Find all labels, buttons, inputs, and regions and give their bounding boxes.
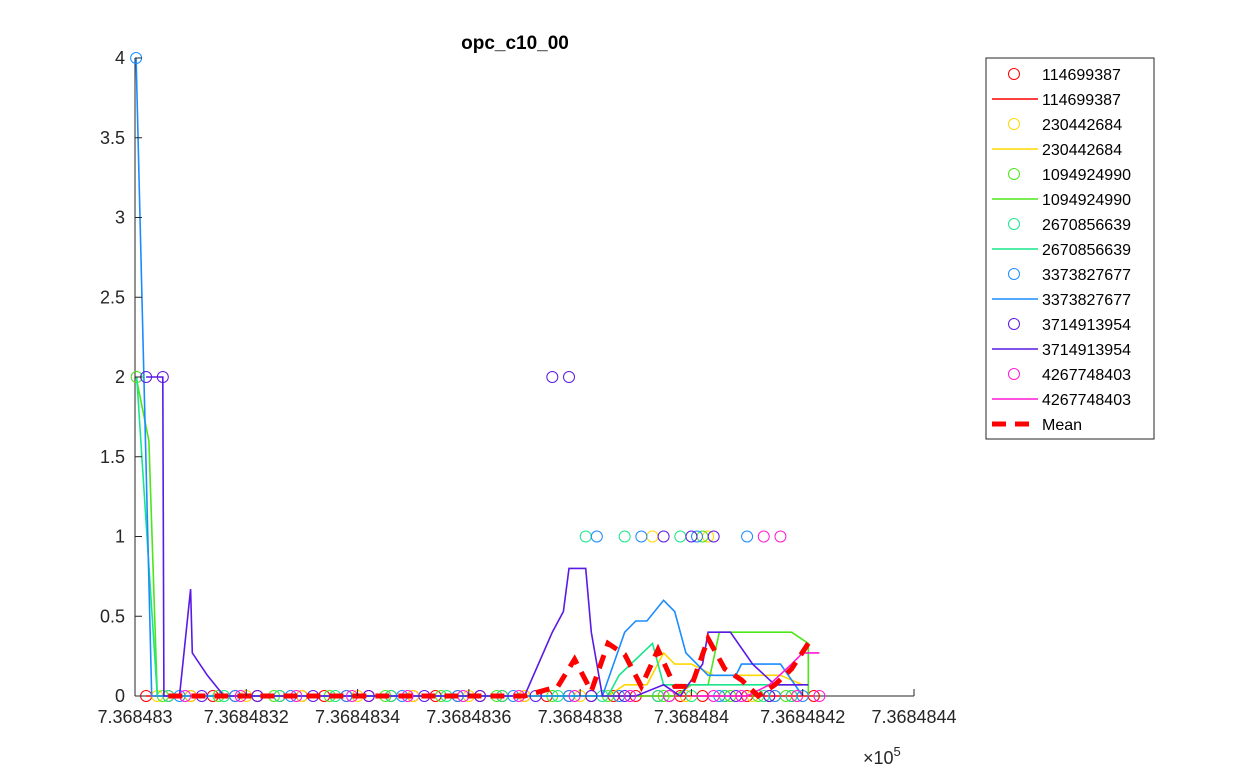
series-marker [590,530,603,543]
y-axis-ticks: 0 0.5 1 1.5 2 2.5 3 3.5 4 [100,48,142,706]
legend-label: 114699387 [1042,92,1121,109]
x-tick-label: 7.3684834 [315,707,400,727]
series-marker [741,530,754,543]
series-marker [156,371,169,383]
series-marker [657,690,670,702]
legend-label: 4267748403 [1042,367,1131,384]
series-marker [707,530,720,543]
legend-label: 3373827677 [1042,267,1131,284]
series-marker [685,530,698,543]
x-tick-label: 7.3684844 [871,707,956,727]
series-marker [707,690,720,702]
legend-marker [1008,168,1020,180]
y-tick-label: 3 [115,208,125,228]
x-axis-ticks: 7.368483 7.3684832 7.3684834 7.3684836 7.368… [97,689,957,727]
series-1094924990 [130,371,810,702]
legend-label: 2670856639 [1042,242,1131,259]
series-marker [646,530,659,543]
series-marker [635,530,648,543]
y-tick-label: 1 [115,527,125,547]
series-marker [757,530,770,543]
x-tick-label: 7.368483 [97,707,172,727]
series-marker [618,690,631,702]
y-tick-label: 4 [115,48,125,68]
legend-label: 4267748403 [1042,392,1131,409]
x-axis-exponent: ×105 [863,744,901,768]
legend-marker [1008,368,1020,380]
x-tick-label: 7.368484 [654,707,729,727]
series-marker [735,690,748,702]
series-marker [624,690,637,702]
series-marker [774,530,787,543]
x-axis-exponent-power: 5 [894,744,901,759]
series-line [691,652,820,697]
series-line [146,376,809,698]
legend-label: Mean [1042,417,1082,434]
x-tick-label: 7.3684832 [204,707,289,727]
y-tick-label: 0 [115,686,125,706]
y-tick-label: 3.5 [100,128,125,148]
y-tick-label: 2 [115,367,125,387]
series-marker [579,530,592,543]
legend-marker [1008,318,1020,330]
legend-marker [1008,218,1020,230]
series-layer [130,52,826,702]
y-tick-label: 1.5 [100,447,125,467]
series-marker [813,690,826,702]
y-tick-label: 0.5 [100,606,125,626]
series-230442684 [151,530,804,702]
legend-label: 114699387 [1042,67,1121,84]
legend-label: 230442684 [1042,117,1122,134]
series-line [135,376,810,697]
mean-line [168,632,811,700]
legend-marker [1008,68,1020,80]
series-line [157,651,804,697]
series-3373827677 [130,52,809,702]
series-marker [563,690,576,702]
y-tick-label: 2.5 [100,287,125,307]
legend-label: 1094924990 [1042,192,1131,209]
series-marker [674,530,687,543]
series-Mean [168,632,811,700]
legend-marker [1008,118,1020,130]
series-marker [768,690,781,702]
legend: 114699387 114699387 230442684 230442684 1094… [985,57,1155,440]
legend-label: 3714913954 [1042,317,1131,334]
series-line [135,57,804,697]
axes [134,58,914,697]
x-tick-label: 7.3684838 [538,707,623,727]
series-marker [690,530,703,543]
legend-label: 3714913954 [1042,342,1131,359]
x-tick-label: 7.3684842 [760,707,845,727]
legend-label: 230442684 [1042,142,1122,159]
chart-title: opc_c10_00 [461,33,569,54]
series-3714913954 [140,371,809,702]
x-tick-label: 7.3684836 [426,707,511,727]
series-marker [763,690,776,702]
series-marker [663,690,676,702]
legend-label: 3373827677 [1042,292,1131,309]
series-marker [563,371,576,383]
series-marker [585,690,598,702]
series-marker [657,530,670,543]
x-axis-exponent-base: ×10 [863,748,894,768]
legend-marker [1008,268,1020,280]
legend-label: 1094924990 [1042,167,1131,184]
series-marker [618,530,631,543]
legend-label: 2670856639 [1042,217,1131,234]
series-marker [546,371,559,383]
